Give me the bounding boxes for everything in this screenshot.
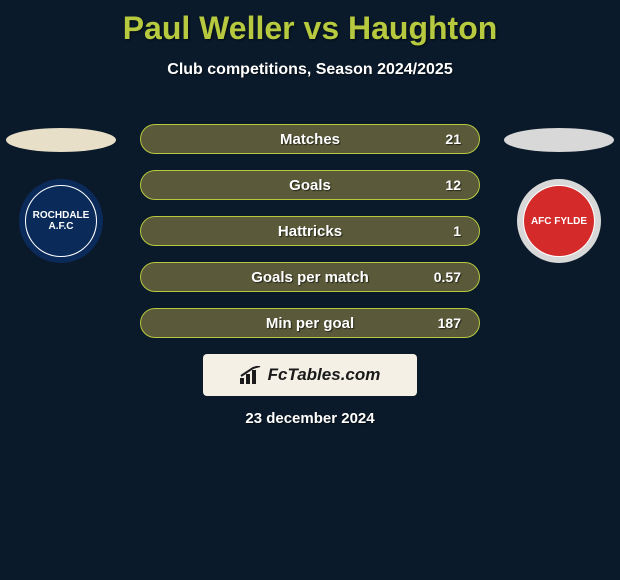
stat-value: 21 [445, 131, 461, 147]
stat-row: Hattricks 1 [140, 216, 480, 246]
stat-label: Goals per match [141, 269, 479, 286]
stat-row: Min per goal 187 [140, 308, 480, 338]
date-label: 23 december 2024 [0, 410, 620, 427]
chart-icon [240, 366, 262, 384]
stat-label: Min per goal [141, 315, 479, 332]
brand-text: FcTables.com [268, 365, 381, 385]
stat-value: 0.57 [434, 269, 461, 285]
stat-value: 187 [438, 315, 461, 331]
subtitle: Club competitions, Season 2024/2025 [0, 61, 620, 79]
player-shadow-left [6, 128, 116, 152]
player-shadow-right [504, 128, 614, 152]
stat-value: 12 [445, 177, 461, 193]
stat-label: Matches [141, 131, 479, 148]
brand-badge[interactable]: FcTables.com [203, 354, 417, 396]
stat-label: Hattricks [141, 223, 479, 240]
page-title: Paul Weller vs Haughton [0, 0, 620, 47]
club-crest-left-inner: ROCHDALE A.F.C [26, 186, 96, 256]
club-crest-right-inner: AFC FYLDE [524, 186, 594, 256]
stat-row: Goals per match 0.57 [140, 262, 480, 292]
stat-label: Goals [141, 177, 479, 194]
comparison-card: Paul Weller vs Haughton Club competition… [0, 0, 620, 580]
club-crest-left: ROCHDALE A.F.C [19, 179, 103, 263]
stat-value: 1 [453, 223, 461, 239]
stat-row: Goals 12 [140, 170, 480, 200]
club-crest-right: AFC FYLDE [517, 179, 601, 263]
stats-list: Matches 21 Goals 12 Hattricks 1 Goals pe… [140, 124, 480, 354]
stat-row: Matches 21 [140, 124, 480, 154]
